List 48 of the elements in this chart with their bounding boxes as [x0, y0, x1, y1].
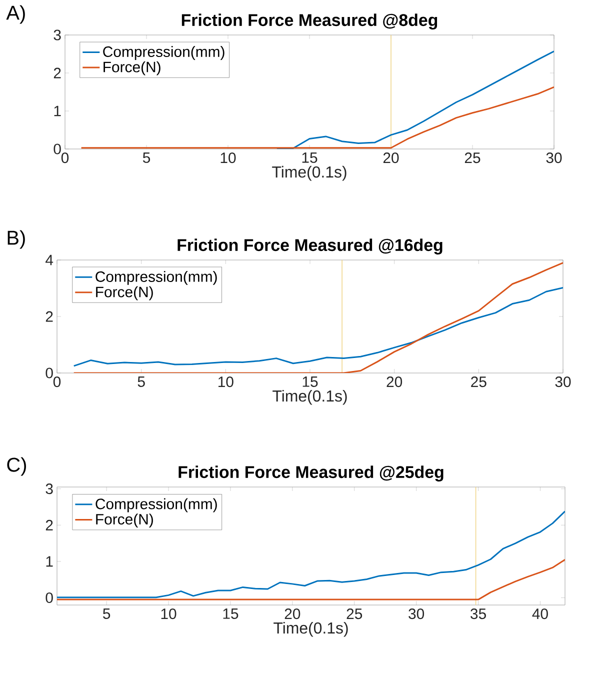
x-tick-label: 0: [61, 152, 69, 164]
y-tick-label: 2: [46, 311, 53, 322]
x-tick-label: 10: [220, 152, 236, 164]
y-tick-label: 0: [46, 368, 53, 378]
x-tick-label: 30: [546, 152, 562, 164]
legend-label: Compression(mm): [96, 498, 217, 512]
x-axis-title: Time(0.1s): [274, 622, 348, 637]
x-tick-label: 20: [284, 608, 300, 620]
text: C): [7, 457, 26, 476]
x-tick-label: 15: [302, 376, 318, 387]
y-tick-label: 3: [54, 30, 61, 40]
x-tick-label: 30: [555, 376, 571, 388]
x-tick-label: 5: [138, 376, 145, 387]
x-tick-label: 10: [161, 608, 176, 620]
legend-label: Force(N): [96, 514, 153, 528]
legend-label: Force(N): [96, 286, 153, 300]
y-tick-label: 4: [46, 254, 54, 266]
legend-label: Compression(mm): [103, 46, 224, 60]
chart-title: Friction Force Measured @25deg: [178, 466, 444, 482]
text: A): [6, 5, 25, 24]
legend-label: Force(N): [104, 61, 160, 76]
x-tick-label: 25: [464, 152, 480, 164]
x-tick-label: 15: [223, 608, 238, 619]
x-tick-label: 5: [103, 608, 110, 619]
y-tick-label: 1: [46, 556, 53, 567]
x-tick-label: 25: [346, 608, 362, 620]
x-tick-label: 25: [471, 376, 486, 388]
legend-label: Compression(mm): [96, 270, 217, 285]
x-tick-label: 35: [470, 608, 486, 620]
x-tick-label: 15: [302, 152, 318, 163]
x-tick-label: 5: [142, 152, 150, 163]
line-series: [276, 50, 554, 149]
x-tick-label: 20: [383, 152, 399, 164]
y-tick-label: 1: [54, 106, 61, 116]
chart-title: Friction Force Measured @16deg: [178, 238, 442, 255]
y-tick-label: 0: [46, 592, 53, 604]
text: B): [8, 230, 25, 249]
x-tick-label: 20: [386, 376, 402, 388]
chart-title: Friction Force Measured @8deg: [182, 14, 438, 30]
y-tick-label: 0: [54, 144, 61, 154]
y-tick-label: 2: [54, 68, 61, 78]
x-axis-title: Time(0.1s): [272, 166, 346, 181]
y-tick-label: 3: [46, 484, 53, 494]
x-axis-title: Time(0.1s): [272, 390, 347, 405]
x-tick-label: 10: [218, 376, 234, 388]
x-tick-label: 40: [532, 608, 548, 620]
y-tick-label: 2: [46, 520, 53, 530]
x-tick-label: 30: [408, 608, 424, 620]
